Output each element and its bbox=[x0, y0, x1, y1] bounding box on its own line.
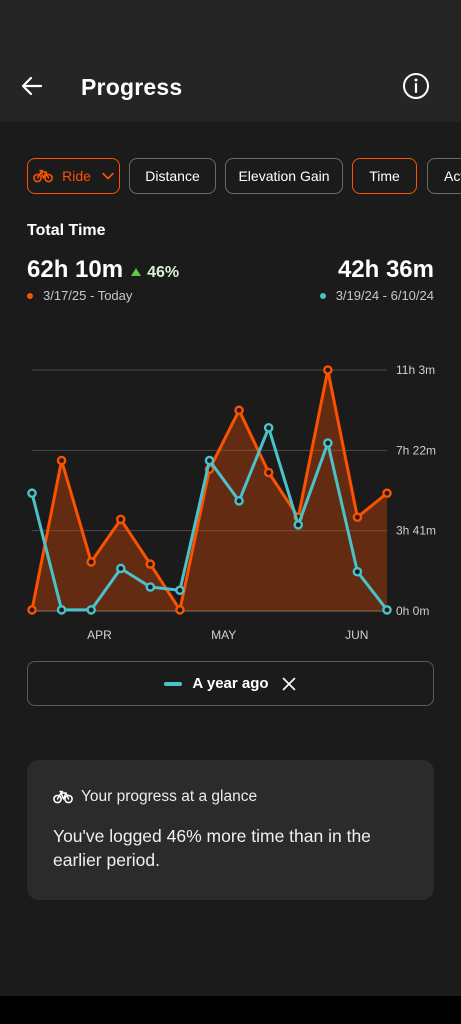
current-range: 3/17/25 - Today bbox=[27, 288, 132, 303]
x-tick-label: APR bbox=[87, 628, 112, 642]
x-tick-label: MAY bbox=[211, 628, 236, 642]
progress-glance-card: Your progress at a glance You've logged … bbox=[27, 760, 434, 900]
arrow-left-icon bbox=[21, 76, 43, 96]
previous-data-point bbox=[145, 582, 156, 592]
y-tick-label: 3h 41m bbox=[396, 524, 436, 538]
current-total: 62h 10m 46% bbox=[27, 256, 179, 284]
current-data-point bbox=[263, 467, 274, 478]
bike-icon bbox=[33, 169, 53, 183]
y-tick-label: 11h 3m bbox=[396, 363, 435, 377]
back-button[interactable] bbox=[16, 70, 48, 102]
bike-icon bbox=[53, 790, 73, 804]
previous-range-dot bbox=[319, 292, 326, 299]
series-area bbox=[32, 370, 387, 611]
page-title: Progress bbox=[81, 74, 183, 100]
current-range-dot bbox=[27, 292, 33, 299]
current-data-point bbox=[145, 559, 156, 569]
previous-data-point bbox=[234, 496, 244, 506]
chevron-down-icon bbox=[102, 172, 114, 180]
sport-filter-label: Ride bbox=[62, 168, 91, 184]
previous-data-point bbox=[293, 520, 304, 530]
up-arrow-icon bbox=[131, 268, 142, 276]
glance-heading: Your progress at a glance bbox=[53, 788, 257, 806]
previous-data-point bbox=[263, 422, 274, 433]
current-data-point bbox=[382, 488, 392, 499]
current-data-point bbox=[56, 455, 67, 466]
app-bar: Progress bbox=[0, 50, 461, 122]
current-data-point bbox=[175, 605, 185, 615]
previous-data-point bbox=[27, 488, 37, 499]
previous-range-text: 3/19/24 - 6/10/24 bbox=[335, 288, 434, 303]
comparison-legend: A year ago bbox=[27, 661, 434, 706]
filter-chips: Ride Distance Elevation Gain Time Act bbox=[27, 158, 461, 194]
time-chart[interactable]: 11h 3m 7h 22m 3h 41m 0h 0m APR MAY JUN bbox=[0, 340, 461, 650]
sport-filter-ride[interactable]: Ride bbox=[27, 158, 120, 194]
legend-label: A year ago bbox=[192, 675, 269, 692]
metric-chip-activities[interactable]: Act bbox=[427, 158, 461, 194]
system-nav-bar bbox=[0, 996, 461, 1024]
previous-data-point bbox=[323, 438, 333, 448]
current-data-point bbox=[115, 514, 126, 525]
info-icon bbox=[403, 73, 429, 99]
metric-chip-elevation-gain[interactable]: Elevation Gain bbox=[225, 158, 343, 194]
current-data-point bbox=[234, 405, 244, 416]
legend-line bbox=[164, 681, 183, 686]
close-icon bbox=[282, 677, 295, 690]
y-tick-label: 7h 22m bbox=[396, 443, 436, 457]
change-percent: 46% bbox=[147, 264, 180, 281]
change-indicator: 46% bbox=[131, 264, 179, 282]
metric-chip-distance[interactable]: Distance bbox=[129, 158, 216, 194]
status-bar bbox=[0, 0, 461, 50]
glance-text: You've logged 46% more time than in the … bbox=[53, 826, 371, 870]
previous-data-point bbox=[175, 585, 185, 596]
current-data-point bbox=[27, 605, 37, 615]
glance-heading-text: Your progress at a glance bbox=[81, 788, 258, 805]
previous-data-point bbox=[382, 605, 392, 615]
current-data-point bbox=[86, 557, 96, 567]
previous-data-point bbox=[115, 563, 126, 574]
info-button[interactable] bbox=[400, 70, 432, 102]
y-tick-label: 0h 0m bbox=[396, 604, 429, 618]
current-data-point bbox=[352, 512, 363, 523]
x-tick-label: JUN bbox=[345, 628, 368, 642]
previous-range: 3/19/24 - 6/10/24 bbox=[319, 288, 434, 303]
previous-data-point bbox=[56, 605, 67, 615]
previous-data-point bbox=[352, 566, 363, 577]
section-title: Total Time bbox=[27, 222, 106, 239]
previous-data-point bbox=[204, 455, 215, 466]
remove-comparison-button[interactable] bbox=[281, 676, 297, 692]
current-total-value: 62h 10m bbox=[27, 256, 124, 283]
current-range-text: 3/17/25 - Today bbox=[43, 288, 133, 303]
current-data-point bbox=[323, 365, 333, 375]
previous-total-value: 42h 36m bbox=[337, 256, 434, 283]
previous-data-point bbox=[86, 605, 96, 615]
metric-chip-time[interactable]: Time bbox=[352, 158, 417, 194]
